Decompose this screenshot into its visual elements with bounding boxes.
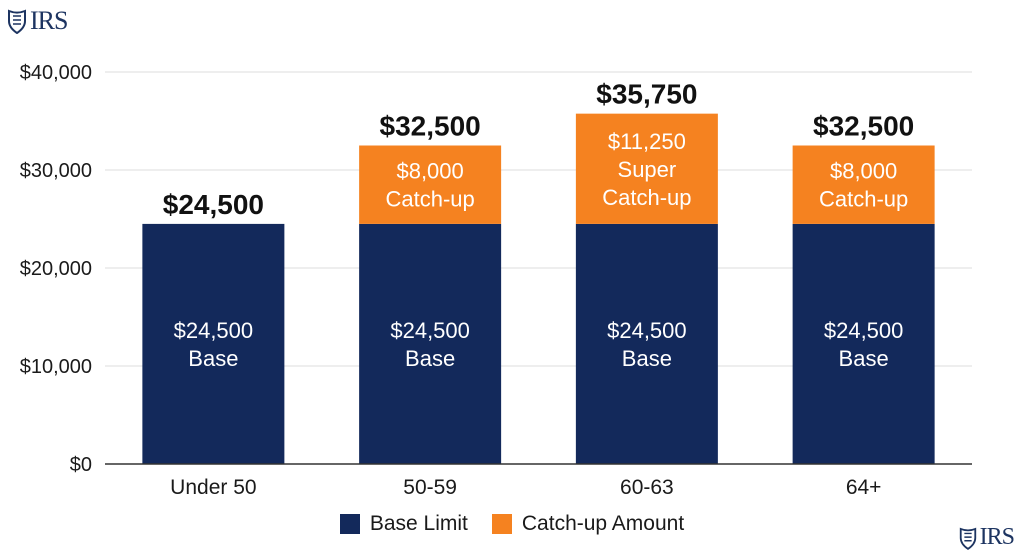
x-tick-label: 60-63 [620, 476, 674, 499]
bar-total-label: $35,750 [596, 79, 697, 110]
bar-base-limit [359, 223, 502, 464]
legend-swatch-catchup [491, 514, 512, 534]
bar-base-limit [575, 223, 718, 464]
bar-base-limit [792, 223, 935, 464]
bar-data-label: Base [188, 346, 238, 371]
bar-data-label: Base [405, 346, 455, 371]
bar-data-label: Catch-up [602, 185, 691, 210]
bar-total-label: $32,500 [380, 111, 481, 142]
bar-base-limit [142, 223, 285, 464]
bar-data-label: $24,500 [390, 318, 470, 343]
x-tick-label: 50-59 [403, 476, 457, 499]
bar-total-label: $24,500 [163, 189, 264, 220]
legend-item-catchup: Catch-up Amount [491, 512, 685, 536]
legend-item-base: Base Limit [339, 512, 468, 536]
bar-data-label: $8,000 [830, 159, 897, 184]
legend-swatch-base [339, 514, 360, 534]
eagle-seal-icon [959, 527, 976, 550]
bar-data-label: $8,000 [396, 159, 463, 184]
y-tick-label: $10,000 [20, 356, 92, 378]
bar-data-label: Base [839, 346, 889, 371]
bar-data-label: $24,500 [607, 318, 687, 343]
y-tick-label: $0 [70, 454, 92, 476]
bar-total-label: $32,500 [813, 111, 914, 142]
bar-catch-up-amount [575, 113, 718, 224]
irs-logo-bottom: IRS [958, 524, 1015, 551]
bar-data-label: $24,500 [174, 318, 254, 343]
legend-label-catchup: Catch-up Amount [521, 512, 685, 535]
y-tick-label: $40,000 [20, 62, 92, 84]
irs-logo-text: IRS [30, 6, 68, 35]
irs-logo-text: IRS [979, 524, 1015, 550]
eagle-seal-icon [8, 9, 26, 34]
bar-data-label: $11,250 [608, 129, 686, 154]
bar-data-label: Catch-up [385, 187, 474, 212]
bar-data-label: Super [618, 157, 677, 182]
legend-label-base: Base Limit [369, 512, 468, 535]
chart-legend: Base Limit Catch-up Amount [0, 512, 1024, 536]
x-tick-label: 64+ [846, 476, 882, 499]
bar-data-label: Catch-up [819, 187, 908, 212]
y-tick-label: $30,000 [20, 160, 92, 182]
y-tick-label: $20,000 [20, 258, 92, 280]
irs-logo-top: IRS [6, 6, 68, 36]
bar-data-label: $24,500 [824, 318, 904, 343]
bar-catch-up-amount [792, 145, 935, 224]
stacked-bar-chart: $0 $10,000 $20,000 $30,000 $40,000 $24,500 Bas… [20, 62, 972, 499]
bar-catch-up-amount [359, 145, 502, 224]
x-tick-label: Under 50 [170, 476, 256, 499]
bar-data-label: Base [622, 346, 672, 371]
